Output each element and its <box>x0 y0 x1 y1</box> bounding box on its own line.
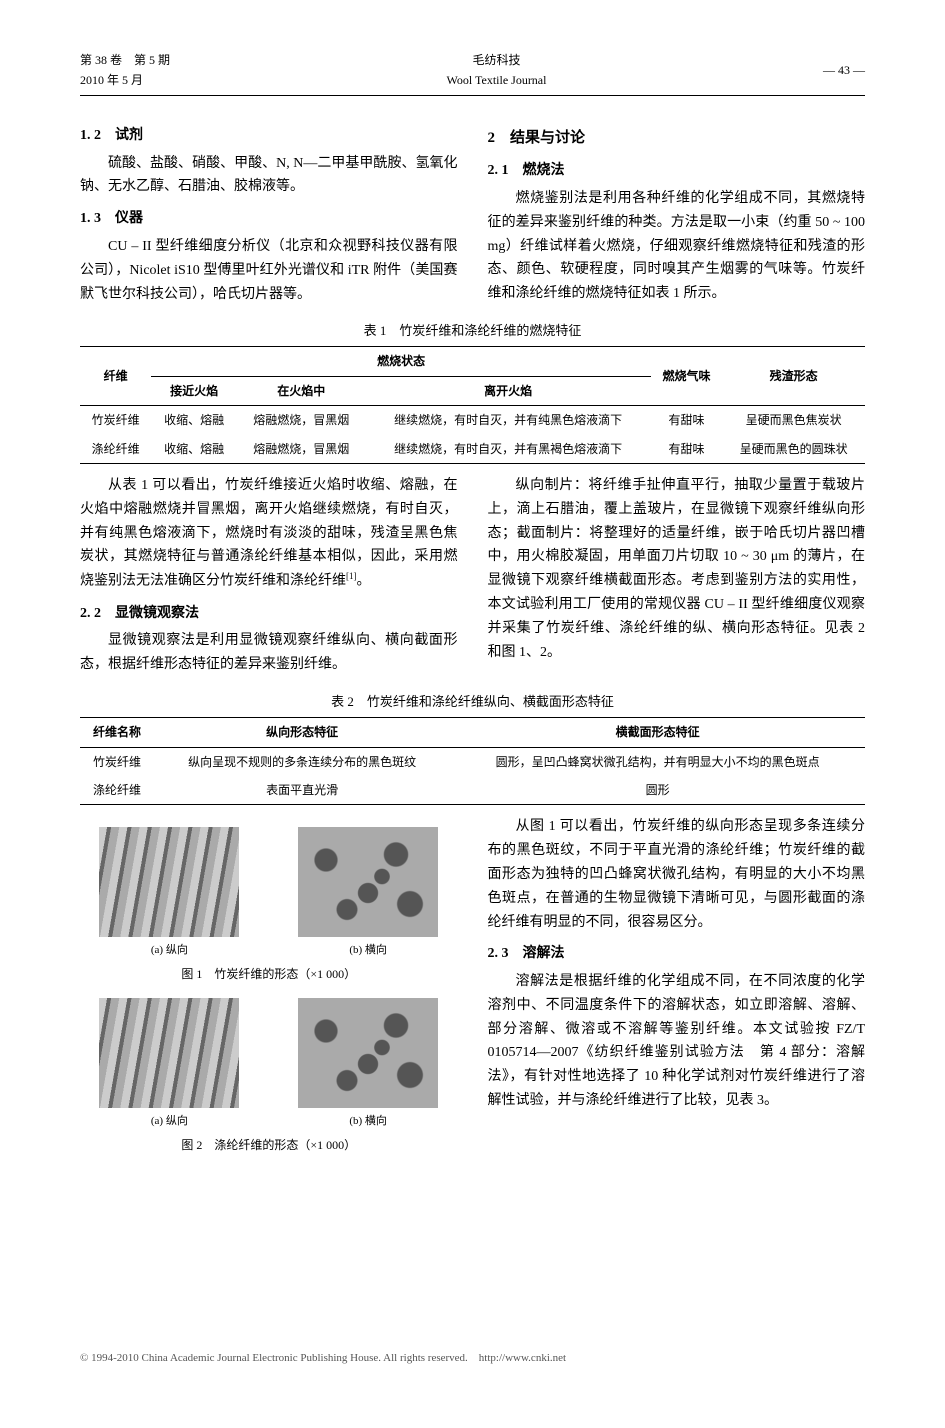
t2-r1-cross: 圆形 <box>450 776 865 805</box>
fig1b-label: (b) 横向 <box>279 941 458 960</box>
t1-h-leave: 离开火焰 <box>365 376 650 405</box>
t1-r1-near: 收缩、熔融 <box>151 435 237 464</box>
right-column-mid: 纵向制片：将纤维手扯伸直平行，抽取少量置于载玻片上，滴上石腊油，覆上盖玻片，在显… <box>488 474 866 681</box>
section-1-2-body: 硫酸、盐酸、硝酸、甲酸、N, N—二甲基甲酰胺、氢氧化钠、无水乙醇、石腊油、胶棉… <box>80 152 458 200</box>
t1-r1-leave: 继续燃烧，有时自灭，并有黑褐色熔液滴下 <box>365 435 650 464</box>
page-footer: © 1994-2010 China Academic Journal Elect… <box>80 1349 865 1368</box>
figure-1-caption: 图 1 竹炭纤维的形态（×1 000） <box>80 964 458 984</box>
section-2-2-body: 显微镜观察法是利用显微镜观察纤维纵向、横向截面形态，根据纤维形态特征的差异来鉴别… <box>80 629 458 677</box>
t2-h-name: 纤维名称 <box>80 718 154 747</box>
section-2-1-heading: 2. 1 燃烧法 <box>488 159 866 183</box>
table-1-block: 表 1 竹炭纤维和涤纶纤维的燃烧特征 纤维 燃烧状态 燃烧气味 残渣形态 接近火… <box>80 320 865 464</box>
section-2-3-body: 溶解法是根据纤维的化学组成不同，在不同浓度的化学溶剂中、不同温度条件下的溶解状态… <box>488 970 866 1113</box>
t1-h-smell: 燃烧气味 <box>651 347 722 406</box>
upper-columns: 1. 2 试剂 硫酸、盐酸、硝酸、甲酸、N, N—二甲基甲酰胺、氢氧化钠、无水乙… <box>80 116 865 311</box>
t1-h-in: 在火焰中 <box>237 376 365 405</box>
t1-r1-fiber: 涤纶纤维 <box>80 435 151 464</box>
figures-column: (a) 纵向 (b) 横向 图 1 竹炭纤维的形态（×1 000） (a) 纵向… <box>80 815 458 1169</box>
t1-r1-smell: 有甜味 <box>651 435 722 464</box>
t1-r1-in: 熔融燃烧，冒黑烟 <box>237 435 365 464</box>
t1-r0-leave: 继续燃烧，有时自灭，并有纯黑色熔液滴下 <box>365 406 650 435</box>
journal-title-en: Wool Textile Journal <box>170 70 823 90</box>
left-column-upper: 1. 2 试剂 硫酸、盐酸、硝酸、甲酸、N, N—二甲基甲酰胺、氢氧化钠、无水乙… <box>80 116 458 311</box>
table-row: 涤纶纤维 表面平直光滑 圆形 <box>80 776 865 805</box>
after-t1-left-tail: 。 <box>357 574 371 589</box>
t1-r0-near: 收缩、熔融 <box>151 406 237 435</box>
t2-r0-name: 竹炭纤维 <box>80 747 154 776</box>
page-header: 第 38 卷 第 5 期 2010 年 5 月 毛纺科技 Wool Textil… <box>80 50 865 96</box>
t2-r0-cross: 圆形，呈凹凸蜂窝状微孔结构，并有明显大小不均的黑色斑点 <box>450 747 865 776</box>
header-volume: 第 38 卷 第 5 期 <box>80 50 170 70</box>
figure-2a: (a) 纵向 <box>80 998 259 1131</box>
t1-r0-residue: 呈硬而黑色焦炭状 <box>722 406 865 435</box>
table-2-block: 表 2 竹炭纤维和涤纶纤维纵向、横截面形态特征 纤维名称 纵向形态特征 横截面形… <box>80 691 865 805</box>
after-t1-right-para: 纵向制片：将纤维手扯伸直平行，抽取少量置于载玻片上，滴上石腊油，覆上盖玻片，在显… <box>488 474 866 664</box>
left-column-mid: 从表 1 可以看出，竹炭纤维接近火焰时收缩、熔融，在火焰中熔融燃烧并冒黑烟，离开… <box>80 474 458 681</box>
table-1: 纤维 燃烧状态 燃烧气味 残渣形态 接近火焰 在火焰中 离开火焰 竹炭纤维 收缩… <box>80 346 865 464</box>
right-column-lower: 从图 1 可以看出，竹炭纤维的纵向形态呈现多条连续分布的黑色斑纹，不同于平直光滑… <box>488 815 866 1169</box>
table-row: 竹炭纤维 纵向呈现不规则的多条连续分布的黑色斑纹 圆形，呈凹凸蜂窝状微孔结构，并… <box>80 747 865 776</box>
fig1b-image <box>298 827 438 937</box>
section-2-2-heading: 2. 2 显微镜观察法 <box>80 602 458 626</box>
citation-1: [1] <box>346 571 357 581</box>
section-1-2-heading: 1. 2 试剂 <box>80 124 458 148</box>
fig2b-image <box>298 998 438 1108</box>
fig1a-image <box>99 827 239 937</box>
t1-h-residue: 残渣形态 <box>722 347 865 406</box>
after-figs-para: 从图 1 可以看出，竹炭纤维的纵向形态呈现多条连续分布的黑色斑纹，不同于平直光滑… <box>488 815 866 934</box>
fig2a-label: (a) 纵向 <box>80 1112 259 1131</box>
t1-h-state: 燃烧状态 <box>151 347 651 376</box>
t1-r0-fiber: 竹炭纤维 <box>80 406 151 435</box>
figure-2b: (b) 横向 <box>279 998 458 1131</box>
section-2-1-body: 燃烧鉴别法是利用各种纤维的化学组成不同，其燃烧特征的差异来鉴别纤维的种类。方法是… <box>488 187 866 306</box>
section-1-3-body: CU – II 型纤维细度分析仪（北京和众视野科技仪器有限公司），Nicolet… <box>80 235 458 306</box>
t1-r0-in: 熔融燃烧，冒黑烟 <box>237 406 365 435</box>
figure-1a: (a) 纵向 <box>80 827 259 960</box>
figure-2-row: (a) 纵向 (b) 横向 <box>80 998 458 1131</box>
right-column-upper: 2 结果与讨论 2. 1 燃烧法 燃烧鉴别法是利用各种纤维的化学组成不同，其燃烧… <box>488 116 866 311</box>
table-1-caption: 表 1 竹炭纤维和涤纶纤维的燃烧特征 <box>80 320 865 342</box>
table-2-caption: 表 2 竹炭纤维和涤纶纤维纵向、横截面形态特征 <box>80 691 865 713</box>
t1-h-near: 接近火焰 <box>151 376 237 405</box>
t1-r0-smell: 有甜味 <box>651 406 722 435</box>
fig2a-image <box>99 998 239 1108</box>
fig2b-label: (b) 横向 <box>279 1112 458 1131</box>
section-1-3-heading: 1. 3 仪器 <box>80 207 458 231</box>
t2-h-long: 纵向形态特征 <box>154 718 450 747</box>
t2-r1-name: 涤纶纤维 <box>80 776 154 805</box>
t1-h-fiber: 纤维 <box>80 347 151 406</box>
after-t1-left-para: 从表 1 可以看出，竹炭纤维接近火焰时收缩、熔融，在火焰中熔融燃烧并冒黑烟，离开… <box>80 474 458 594</box>
table-row: 涤纶纤维 收缩、熔融 熔融燃烧，冒黑烟 继续燃烧，有时自灭，并有黑褐色熔液滴下 … <box>80 435 865 464</box>
header-page-number: — 43 — <box>823 60 865 80</box>
figure-1b: (b) 横向 <box>279 827 458 960</box>
table-2: 纤维名称 纵向形态特征 横截面形态特征 竹炭纤维 纵向呈现不规则的多条连续分布的… <box>80 717 865 805</box>
header-center: 毛纺科技 Wool Textile Journal <box>170 50 823 91</box>
journal-title-cn: 毛纺科技 <box>170 50 823 70</box>
header-date: 2010 年 5 月 <box>80 70 170 90</box>
t1-r1-residue: 呈硬而黑色的圆珠状 <box>722 435 865 464</box>
t2-r0-long: 纵向呈现不规则的多条连续分布的黑色斑纹 <box>154 747 450 776</box>
lower-row: (a) 纵向 (b) 横向 图 1 竹炭纤维的形态（×1 000） (a) 纵向… <box>80 815 865 1169</box>
section-2-heading: 2 结果与讨论 <box>488 126 866 152</box>
fig1a-label: (a) 纵向 <box>80 941 259 960</box>
middle-columns: 从表 1 可以看出，竹炭纤维接近火焰时收缩、熔融，在火焰中熔融燃烧并冒黑烟，离开… <box>80 474 865 681</box>
after-t1-left-text: 从表 1 可以看出，竹炭纤维接近火焰时收缩、熔融，在火焰中熔融燃烧并冒黑烟，离开… <box>80 478 458 589</box>
t2-r1-long: 表面平直光滑 <box>154 776 450 805</box>
header-left: 第 38 卷 第 5 期 2010 年 5 月 <box>80 50 170 91</box>
figure-2-caption: 图 2 涤纶纤维的形态（×1 000） <box>80 1135 458 1155</box>
section-2-3-heading: 2. 3 溶解法 <box>488 942 866 966</box>
table-row: 竹炭纤维 收缩、熔融 熔融燃烧，冒黑烟 继续燃烧，有时自灭，并有纯黑色熔液滴下 … <box>80 406 865 435</box>
t2-h-cross: 横截面形态特征 <box>450 718 865 747</box>
figure-1-row: (a) 纵向 (b) 横向 <box>80 827 458 960</box>
